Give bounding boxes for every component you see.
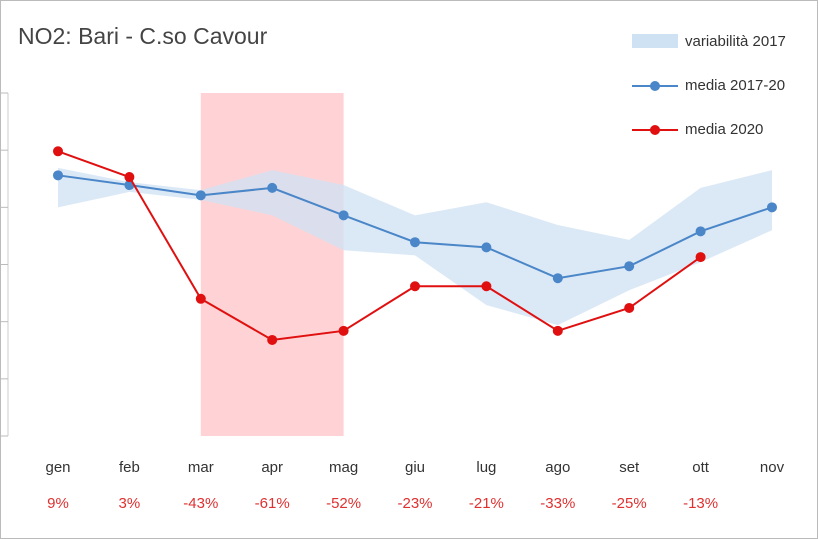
data-point <box>338 325 349 336</box>
x-tick-label: apr <box>261 459 283 476</box>
data-point <box>410 281 420 292</box>
data-point <box>53 146 63 157</box>
data-point <box>481 281 492 292</box>
x-tick-label: gen <box>45 459 70 476</box>
change-label: -43% <box>183 495 218 512</box>
data-point <box>267 182 278 193</box>
data-point <box>410 237 420 248</box>
legend-marker <box>650 81 660 91</box>
chart-title: NO2: Bari - C.so Cavour <box>18 23 268 49</box>
x-tick-label: lug <box>476 459 496 476</box>
data-point <box>552 325 563 336</box>
x-tick-label: set <box>619 459 640 476</box>
legend-label: variabilità 2017 <box>685 33 786 50</box>
series-line <box>57 150 702 341</box>
plot-over: gen 9% feb 3% mar -43% apr -61% mag -52% giu -23% lu… <box>45 33 785 512</box>
change-label: -33% <box>540 495 575 512</box>
x-tick-label: giu <box>405 459 425 476</box>
x-tick-label: mar <box>188 459 214 476</box>
data-point <box>552 273 563 284</box>
change-label: 3% <box>119 495 141 512</box>
change-label: -52% <box>326 495 361 512</box>
change-label: -61% <box>255 495 290 512</box>
x-tick-label: feb <box>119 459 140 476</box>
x-tick-label: ago <box>545 459 570 476</box>
change-label: -21% <box>469 495 504 512</box>
legend-swatch <box>632 34 678 48</box>
x-tick-label: mag <box>329 459 358 476</box>
change-label: -23% <box>397 495 432 512</box>
data-point <box>338 210 349 221</box>
highlight-region <box>200 93 344 436</box>
legend-marker <box>650 125 660 135</box>
data-point <box>624 261 635 272</box>
data-point <box>53 170 63 181</box>
data-point <box>195 293 206 304</box>
data-point <box>695 226 706 237</box>
data-point <box>481 242 492 253</box>
legend-label: media 2020 <box>685 121 763 138</box>
change-label: -13% <box>683 495 718 512</box>
data-point <box>124 172 135 183</box>
data-point <box>267 334 278 345</box>
data-point <box>695 252 706 263</box>
change-label: -25% <box>612 495 647 512</box>
x-tick-label: nov <box>760 459 785 476</box>
data-point <box>624 302 635 313</box>
data-point <box>767 202 777 213</box>
legend-label: media 2017-20 <box>685 77 785 94</box>
x-tick-label: ott <box>692 459 710 476</box>
data-point <box>195 190 206 201</box>
change-label: 9% <box>47 495 69 512</box>
